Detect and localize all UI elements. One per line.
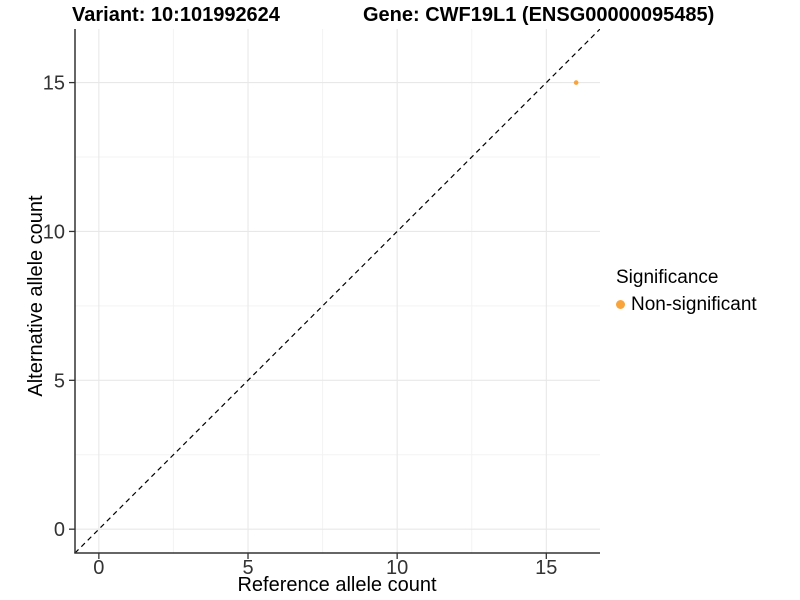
variant-title: Variant: 10:101992624 [72, 4, 280, 26]
identity-dashed-line [75, 29, 600, 553]
y-axis-title: Alternative allele count [25, 195, 47, 397]
gene-title: Gene: CWF19L1 (ENSG00000095485) [363, 4, 715, 26]
y-tick-label: 0 [54, 519, 65, 541]
x-tick-label: 5 [242, 557, 253, 579]
x-tick-label: 10 [386, 557, 408, 579]
y-tick-label: 5 [54, 370, 65, 392]
data-point [573, 80, 579, 85]
x-axis-title: Reference allele count [237, 574, 437, 596]
x-tick-label: 0 [93, 557, 104, 579]
y-tick-label: 15 [43, 73, 65, 95]
x-tick-label: 15 [535, 557, 557, 579]
legend-point-icon [616, 300, 625, 309]
legend-item-non-significant: Non-significant [616, 293, 757, 316]
legend-item-label: Non-significant [631, 294, 757, 315]
y-tick-label: 10 [43, 221, 65, 243]
legend-title: Significance [616, 267, 719, 288]
legend: Significance Non-significant [616, 266, 757, 316]
